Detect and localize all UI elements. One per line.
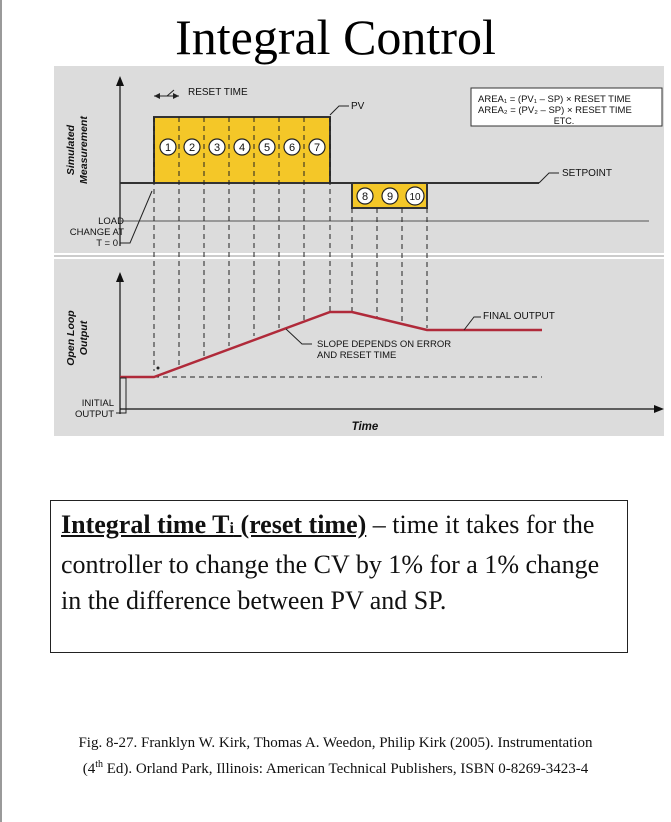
bottom-ylabel-line2: Output <box>78 320 90 355</box>
page-title: Integral Control <box>175 9 496 65</box>
term-prefix: Integral time T <box>61 510 230 539</box>
number-label: 8 <box>362 191 368 203</box>
area1-formula: AREA₁ = (PV₁ – SP) × RESET TIME <box>478 94 631 105</box>
number-label: 1 <box>165 142 171 154</box>
figure-citation: Fig. 8-27. Franklyn W. Kirk, Thomas A. W… <box>20 732 651 780</box>
integral-control-figure: RESET TIME PV AREA₁ = (PV₁ – SP) × RESET… <box>54 66 664 436</box>
number-label: 4 <box>239 142 245 154</box>
definition-box: Integral time Ti (reset time) – time it … <box>50 500 628 653</box>
bottom-ylabel-line1: Open Loop <box>65 310 77 366</box>
numbered-circles-positive: 1 2 3 4 5 6 7 <box>159 138 326 156</box>
bottom-panel <box>54 259 664 436</box>
numbered-circles-negative: 8 9 10 <box>356 186 425 206</box>
time-interval-lines <box>153 117 428 371</box>
number-circle <box>405 186 425 206</box>
top-y-arrow <box>116 76 124 86</box>
initial-output-line1: INITIAL <box>82 398 114 409</box>
setpoint-label: SETPOINT <box>562 168 612 179</box>
page-left-border <box>0 0 2 822</box>
reset-time-label: RESET TIME <box>188 87 248 98</box>
number-label: 3 <box>214 142 220 154</box>
load-change-line3: T = 0 <box>96 238 118 249</box>
top-ylabel-line1: Simulated <box>65 124 77 175</box>
citation-edition-open: (4 <box>82 761 96 777</box>
figure-svg: RESET TIME PV AREA₁ = (PV₁ – SP) × RESET… <box>54 66 664 436</box>
number-circle <box>208 138 226 156</box>
slope-label-line2: AND RESET TIME <box>317 350 396 361</box>
term-subscript: i <box>229 520 234 537</box>
load-change-line1: LOAD <box>98 216 124 227</box>
number-label: 10 <box>409 192 421 203</box>
final-output-label: FINAL OUTPUT <box>483 311 555 322</box>
top-ylabel-line2: Measurement <box>78 116 90 184</box>
definition-body: – time it takes for the controller to ch… <box>61 510 600 615</box>
number-label: 2 <box>189 142 195 154</box>
output-curve <box>120 310 542 379</box>
term-suffix: (reset time) <box>233 510 367 539</box>
initial-output-line2: OUTPUT <box>75 409 114 420</box>
etc-label: ETC. <box>554 116 575 126</box>
citation-publisher: Ed). Orland Park, Illinois: American Tec… <box>103 761 589 777</box>
number-circle <box>381 187 399 205</box>
number-circle <box>283 138 301 156</box>
number-circle <box>159 138 177 156</box>
area-formula-box <box>470 87 663 127</box>
number-label: 9 <box>387 191 393 203</box>
bottom-x-arrow <box>654 405 664 413</box>
load-change-line2: CHANGE AT <box>70 227 124 238</box>
slope-label-line1: SLOPE DEPENDS ON ERROR <box>317 339 451 350</box>
bottom-y-arrow <box>116 272 124 282</box>
number-label: 7 <box>314 142 320 154</box>
number-circle <box>356 187 374 205</box>
citation-line2: (4th Ed). Orland Park, Illinois: America… <box>20 754 651 780</box>
number-circle <box>183 138 201 156</box>
area2-formula: AREA₂ = (PV₂ – SP) × RESET TIME <box>478 105 632 116</box>
pv-label: PV <box>351 101 365 112</box>
number-circle <box>308 138 326 156</box>
number-label: 6 <box>289 142 295 154</box>
definition-term: Integral time Ti (reset time) <box>61 510 366 539</box>
number-circle <box>233 138 251 156</box>
number-circle <box>258 138 276 156</box>
x-axis-time-label: Time <box>352 421 379 433</box>
number-label: 5 <box>264 142 270 154</box>
citation-superscript: th <box>95 759 103 770</box>
citation-line1: Fig. 8-27. Franklyn W. Kirk, Thomas A. W… <box>78 735 593 751</box>
